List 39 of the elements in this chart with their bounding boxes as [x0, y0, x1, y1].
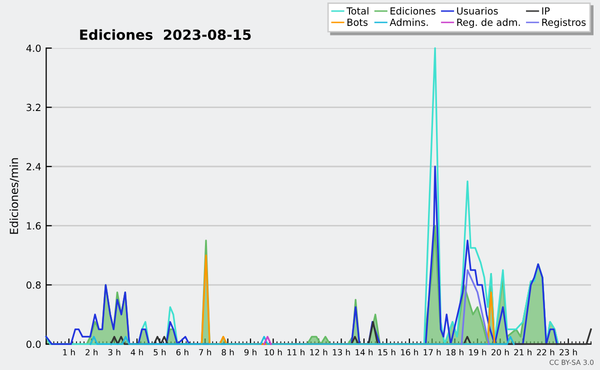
x-tick-label: 18 h — [446, 348, 464, 356]
legend-label: Ediciones — [390, 7, 436, 15]
legend-label: Reg. de adm. — [457, 18, 520, 28]
x-tick-label: 20 h — [492, 348, 509, 356]
x-tick-label: 17 h — [424, 348, 441, 356]
x-tick-label: 7 h — [199, 348, 212, 356]
x-tick-label: 21 h — [514, 348, 532, 356]
legend-label: Total — [346, 7, 368, 15]
legend-label: Admins. — [390, 18, 428, 26]
x-tick-label: 9 h — [244, 348, 256, 356]
x-tick-label: 5 h — [154, 348, 166, 356]
x-tick-label: 19 h — [469, 348, 486, 356]
x-tick-label: 11 h — [288, 348, 304, 356]
y-tick-label: 2.4 — [26, 162, 41, 170]
x-tick-label: 22 h — [536, 348, 554, 356]
x-tick-label: 2 h — [86, 348, 98, 356]
y-axis-title: Ediciones/min — [10, 158, 20, 234]
y-tick-label: 1.6 — [26, 222, 41, 230]
x-tick-label: 10 h — [264, 348, 282, 356]
legend-label: Registros — [542, 18, 586, 28]
x-tick-label: 23 h — [560, 348, 577, 356]
legend-label: Usuarios — [457, 7, 498, 15]
x-tick-label: 8 h — [222, 348, 234, 356]
legend-label: IP — [542, 7, 550, 14]
y-tick-label: 4.0 — [26, 44, 41, 52]
x-tick-label: 12 h — [310, 348, 328, 356]
y-tick-label: 3.2 — [26, 104, 40, 112]
x-tick-label: 15 h — [378, 348, 396, 356]
x-tick-label: 1 h — [63, 348, 75, 356]
x-tick-label: 6 h — [176, 348, 188, 356]
x-tick-label: 13 h — [332, 348, 350, 356]
x-tick-label: 3 h — [108, 348, 120, 356]
y-tick-label: 0.0 — [26, 340, 41, 348]
chart-title: Ediciones 2023-08-15 — [80, 29, 251, 40]
x-tick-label: 4 h — [130, 348, 143, 356]
x-tick-label: 14 h — [356, 348, 373, 356]
x-tick-label: 16 h — [401, 348, 418, 356]
y-tick-label: 0.8 — [26, 281, 41, 289]
legend-label: Bots — [347, 18, 368, 26]
